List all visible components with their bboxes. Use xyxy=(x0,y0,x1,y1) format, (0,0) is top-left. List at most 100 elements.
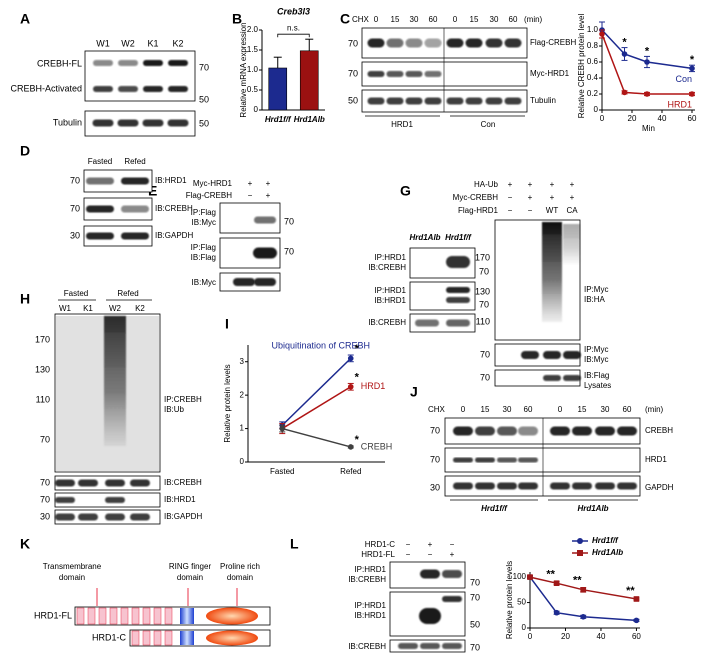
tm-segment xyxy=(131,630,140,646)
condition-sign: + xyxy=(528,193,533,202)
band xyxy=(424,71,442,77)
tm-segment xyxy=(98,607,107,625)
mw-marker: 70 xyxy=(479,299,489,309)
y-axis-label: Relative protein levels xyxy=(505,561,514,639)
series-line xyxy=(529,576,637,600)
x-tick-label: 40 xyxy=(597,632,606,641)
time-label: 15 xyxy=(481,405,490,414)
y-axis-label: Relative CREBH protein level xyxy=(577,14,586,119)
band xyxy=(386,38,404,48)
band xyxy=(105,497,125,503)
mw-marker: 70 xyxy=(470,577,480,587)
band xyxy=(121,177,149,185)
row-label: IP:HRD1 xyxy=(354,565,386,574)
group-label: Hrd1Alb xyxy=(577,504,608,513)
row-label: Myc-HRD1 xyxy=(530,69,570,78)
row-label: IB:CREBH xyxy=(164,478,202,487)
condition-sign: − xyxy=(406,540,411,549)
mw-marker: 70 xyxy=(199,62,209,72)
row-label: IB:Myc xyxy=(584,355,608,364)
annotation: * xyxy=(355,371,360,383)
panel-label: D xyxy=(20,143,30,159)
mw-marker: 70 xyxy=(470,592,480,602)
band xyxy=(453,482,473,490)
band xyxy=(617,482,637,490)
band xyxy=(142,119,164,127)
band xyxy=(563,351,581,359)
blot-frame xyxy=(83,197,153,221)
row-label: IP:Myc xyxy=(584,285,608,294)
point xyxy=(689,91,695,97)
proline-domain xyxy=(206,630,258,646)
ring-domain xyxy=(180,631,194,645)
construct-label: HRD1-FL xyxy=(34,610,72,620)
band xyxy=(550,482,570,490)
band xyxy=(367,38,385,48)
lane-label: K2 xyxy=(135,304,145,313)
mw-marker: 30 xyxy=(430,482,440,492)
point xyxy=(689,65,695,72)
band xyxy=(121,205,149,213)
proline-domain xyxy=(206,607,258,625)
band xyxy=(572,482,592,490)
mw-marker: 70 xyxy=(40,434,50,444)
condition-label: Flag-CREBH xyxy=(186,191,232,200)
band xyxy=(55,513,75,521)
condition-sign: − xyxy=(428,550,433,559)
band xyxy=(446,287,470,293)
band xyxy=(405,97,423,105)
tm-segment xyxy=(153,607,162,625)
point xyxy=(580,587,587,593)
y-tick-label: 0 xyxy=(522,623,527,632)
band xyxy=(118,86,138,92)
y-tick-label: 1.5 xyxy=(247,45,259,54)
band xyxy=(518,482,538,490)
band xyxy=(453,426,473,436)
mw-marker: 130 xyxy=(35,364,50,374)
panel-label: H xyxy=(20,291,30,307)
row-label: IB:Myc xyxy=(192,218,216,227)
mw-marker: 30 xyxy=(70,230,80,240)
band xyxy=(78,513,98,521)
smear xyxy=(563,224,580,264)
tm-segment xyxy=(164,607,173,625)
domain-label: domain xyxy=(59,573,85,582)
time-label: 15 xyxy=(578,405,587,414)
blot-frame xyxy=(84,50,196,102)
tm-segment xyxy=(153,630,162,646)
condition-sign: − xyxy=(528,206,533,215)
series-label: HRD1 xyxy=(361,381,386,391)
blot-frame xyxy=(444,447,641,473)
group-label: Fasted xyxy=(64,289,88,298)
tm-segment xyxy=(131,607,140,625)
annotation: ** xyxy=(573,575,582,587)
band xyxy=(617,426,637,436)
series-line xyxy=(281,386,352,430)
band xyxy=(497,457,517,463)
x-tick-label: 60 xyxy=(688,114,697,123)
band xyxy=(453,457,473,463)
panel-label: B xyxy=(232,11,242,27)
row-label: IB:HRD1 xyxy=(354,611,386,620)
series-label: HRD1 xyxy=(667,99,692,109)
band xyxy=(367,97,385,105)
row-label: IB:HRD1 xyxy=(374,296,406,305)
chart-title: Creb3l3 xyxy=(277,6,310,16)
mw-marker: 70 xyxy=(480,372,490,382)
domain-label: Transmembrane xyxy=(43,562,102,571)
band xyxy=(442,643,462,649)
annotation: * xyxy=(645,45,650,57)
series-line xyxy=(601,29,693,70)
y-tick-label: 2.0 xyxy=(247,25,259,34)
mw-marker: 50 xyxy=(199,118,209,128)
row-label: IB:HRD1 xyxy=(164,495,196,504)
y-tick-label: 1.0 xyxy=(587,25,599,34)
smear xyxy=(104,316,126,446)
mw-marker: 130 xyxy=(475,286,490,296)
condition-sign: WT xyxy=(546,206,559,215)
mw-marker: 70 xyxy=(430,425,440,435)
row-label: IP:HRD1 xyxy=(374,286,406,295)
row-label: IB:CREBH xyxy=(348,575,386,584)
mw-marker: 30 xyxy=(40,511,50,521)
